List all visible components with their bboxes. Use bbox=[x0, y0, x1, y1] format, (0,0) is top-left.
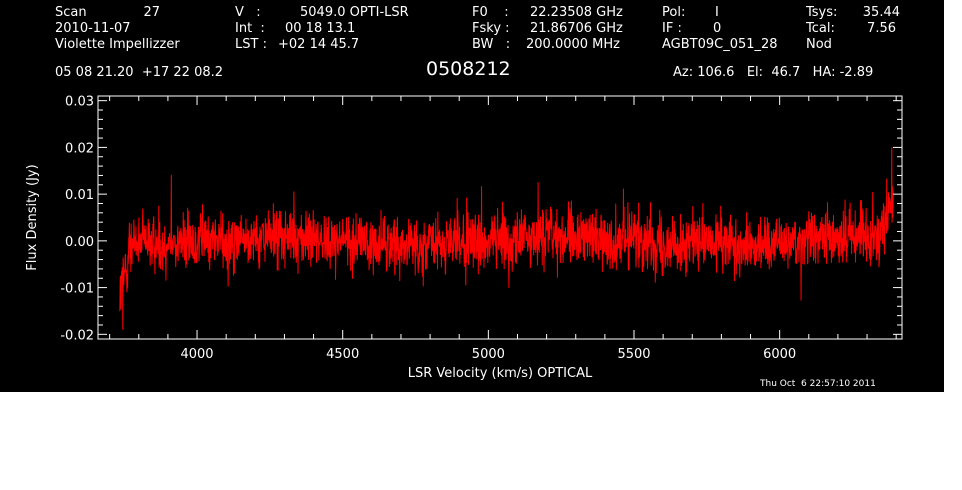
y-axis-label: Flux Density (Jy) bbox=[25, 164, 40, 270]
axis-ticks: 4000 4500 5000 5500 6000 -0.02 -0.01 0.00 0.01 0.… bbox=[60, 95, 902, 362]
if-label: IF : bbox=[662, 21, 682, 36]
y-tick-label: -0.01 bbox=[60, 282, 94, 297]
pointing-info: Az: 106.6 El: 46.7 HA: -2.89 bbox=[673, 65, 874, 80]
int-value: 00 18 13.1 bbox=[285, 21, 356, 36]
obs-date: 2010-11-07 bbox=[55, 21, 131, 36]
tsys-label: Tsys: bbox=[806, 5, 838, 20]
pol-label: Pol: bbox=[662, 5, 686, 20]
y-tick-label: 0.03 bbox=[65, 95, 94, 110]
lst-value: +02 14 45.7 bbox=[278, 37, 360, 52]
scan-label: Scan bbox=[55, 5, 87, 20]
lst-label: LST : bbox=[235, 37, 267, 52]
scan-number: 27 bbox=[143, 5, 160, 20]
tcal-label: Tcal: bbox=[806, 21, 835, 36]
nod-label: Nod bbox=[806, 37, 832, 52]
fsky-value: 21.86706 GHz bbox=[530, 21, 623, 36]
y-tick-label: 0.01 bbox=[65, 188, 94, 203]
velocity-label: V : bbox=[235, 5, 261, 20]
x-axis-label: LSR Velocity (km/s) OPTICAL bbox=[408, 366, 593, 381]
spectrum-line bbox=[119, 147, 894, 330]
spectrum-chart: 4000 4500 5000 5500 6000 -0.02 -0.01 0.00 0.01 0.… bbox=[25, 95, 903, 381]
observer-name: Violette Impellizzer bbox=[55, 37, 180, 52]
x-tick-label: 4500 bbox=[326, 347, 359, 362]
project-id: AGBT09C_051_28 bbox=[662, 37, 778, 52]
x-tick-label: 6000 bbox=[763, 347, 796, 362]
y-tick-label: 0.02 bbox=[65, 141, 94, 156]
fsky-label: Fsky : bbox=[472, 21, 510, 36]
tcal-value: 7.56 bbox=[867, 21, 896, 36]
y-tick-label: -0.02 bbox=[60, 328, 94, 343]
timestamp: Thu Oct 6 22:57:10 2011 bbox=[760, 379, 876, 389]
spectrum-series bbox=[119, 147, 894, 330]
source-name: 0508212 bbox=[426, 58, 511, 80]
x-tick-label: 5000 bbox=[472, 347, 505, 362]
y-tick-label: 0.00 bbox=[65, 235, 94, 250]
plot-frame bbox=[97, 95, 903, 340]
velocity-value: 5049.0 OPTI-LSR bbox=[300, 5, 409, 20]
bw-label: BW : bbox=[472, 37, 511, 52]
plot-panel: Scan 27 2010-11-07 Violette Impellizzer … bbox=[0, 0, 944, 392]
f0-value: 22.23508 GHz bbox=[530, 5, 623, 20]
f0-label: F0 : bbox=[472, 5, 509, 20]
pol-value: I bbox=[715, 5, 719, 20]
bw-value: 200.0000 MHz bbox=[526, 37, 620, 52]
coordinates: 05 08 21.20 +17 22 08.2 bbox=[55, 65, 224, 80]
tsys-value: 35.44 bbox=[862, 5, 900, 20]
int-label: Int : bbox=[235, 21, 265, 36]
x-tick-label: 5500 bbox=[617, 347, 650, 362]
x-tick-label: 4000 bbox=[180, 347, 213, 362]
if-value: 0 bbox=[713, 21, 722, 36]
